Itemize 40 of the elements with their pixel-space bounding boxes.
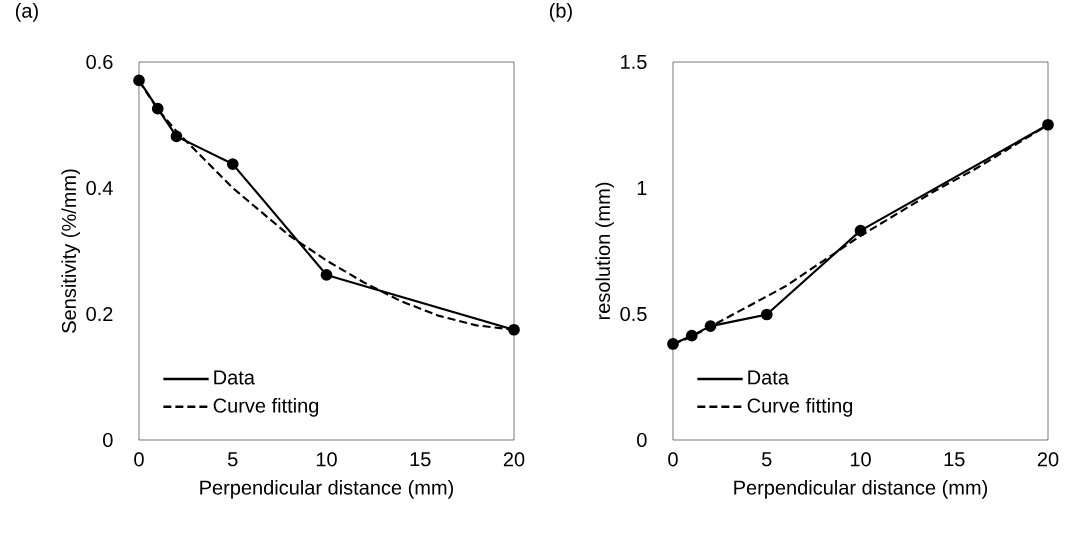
x-tick-label: 0	[668, 452, 678, 467]
point	[854, 224, 867, 237]
y-tick-label: 0	[637, 432, 647, 448]
point	[170, 130, 183, 143]
point	[320, 269, 333, 281]
x-tick-label: 15	[410, 452, 431, 467]
legend-label: Curve fitting	[747, 398, 853, 417]
y-axis-title: Sensitivity (%/mm)	[61, 169, 80, 333]
point	[151, 102, 164, 115]
point	[226, 158, 239, 170]
y-tick-label: 1	[637, 181, 647, 195]
y-axis-title: resolution (mm)	[595, 182, 614, 320]
legend-label: Curve fitting	[213, 398, 319, 417]
y-tick-label: 0.6	[86, 54, 113, 70]
point	[1042, 118, 1054, 131]
chart-title: (a)	[15, 3, 38, 22]
x-axis-title: Perpendicular distance (mm)	[734, 480, 988, 499]
x-tick-label: 0	[134, 452, 144, 467]
point	[133, 74, 145, 87]
x-tick-label: 10	[850, 452, 871, 467]
chart-title: (b)	[549, 3, 572, 22]
point	[760, 308, 773, 321]
x-tick-label: 5	[227, 452, 238, 467]
point	[667, 338, 679, 350]
x-tick-label: 20	[1037, 452, 1059, 467]
point	[704, 320, 717, 332]
y-tick-label: 1.5	[621, 55, 647, 69]
x-tick-label: 10	[316, 452, 337, 467]
point	[685, 329, 698, 342]
legend-label: Data	[748, 370, 789, 385]
x-tick-label: 20	[503, 452, 525, 467]
y-tick-label: 0.5	[620, 306, 647, 322]
x-tick-label: 15	[944, 452, 965, 467]
y-tick-label: 0.2	[86, 306, 113, 322]
y-tick-label: 0.4	[86, 180, 113, 196]
legend-label: Data	[214, 370, 255, 385]
point	[508, 323, 520, 336]
x-axis-title: Perpendicular distance (mm)	[200, 480, 454, 499]
y-tick-label: 0	[103, 432, 113, 448]
x-tick-label: 5	[761, 452, 772, 467]
